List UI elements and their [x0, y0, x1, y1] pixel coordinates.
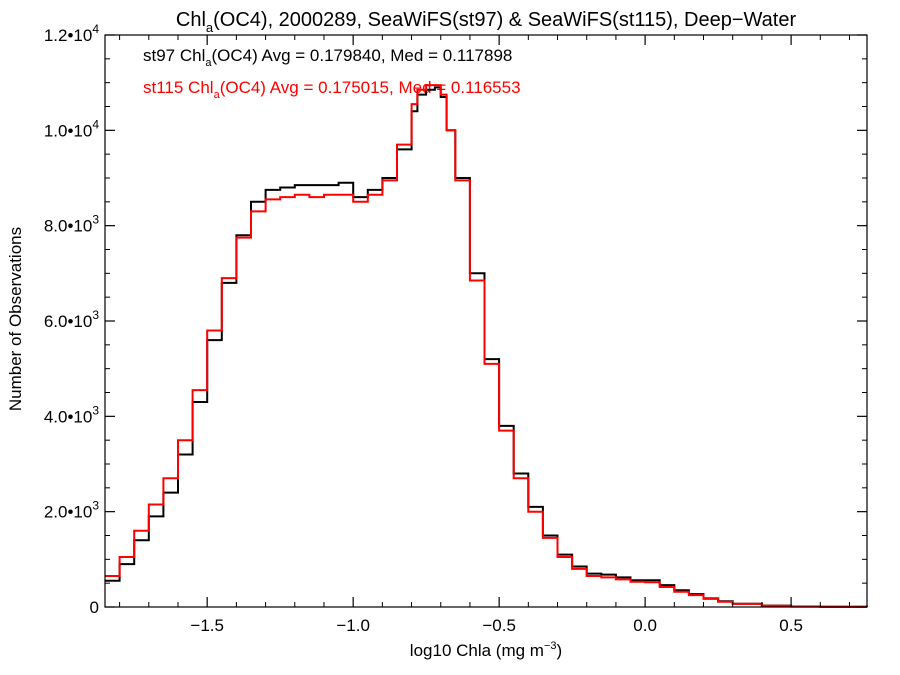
series-label-st115-post: (OC4) Avg = 0.175015, Med = 0.116553 [220, 78, 521, 97]
axis-layer: −1.5 −1.0 −0.5 0.0 0.5 0 2.0•103 4.0•103 6.0•103… [44, 22, 867, 635]
chart-title: Chla(OC4), 2000289, SeaWiFS(st97) & SeaW… [176, 9, 797, 35]
series-label-st97-pre: st97 Chl [143, 46, 205, 65]
x-tick-label: 0.0 [633, 616, 657, 635]
chart-title-pre: Chl [176, 9, 206, 31]
series-line-st97 [105, 86, 868, 608]
y-tick-label: 8.0•103 [44, 213, 100, 236]
x-axis-label-sup: −3 [544, 640, 557, 652]
series-label-st97: st97 Chla(OC4) Avg = 0.179840, Med = 0.1… [143, 46, 512, 69]
y-tick-label: 1.2•104 [44, 22, 100, 45]
x-tick-label: −1.0 [336, 616, 370, 635]
series-line-st115 [105, 84, 868, 608]
x-tick-label: −0.5 [482, 616, 516, 635]
x-axis-label-pre: log10 Chla (mg m [410, 641, 544, 660]
chart-title-sub: a [206, 20, 214, 35]
chart-title-post: (OC4), 2000289, SeaWiFS(st97) & SeaWiFS(… [213, 9, 796, 31]
series-layer [105, 84, 868, 608]
x-axis-label-post: ) [557, 641, 563, 660]
y-tick-label: 6.0•103 [44, 308, 100, 331]
series-label-st115-pre: st115 Chl [143, 78, 214, 97]
x-tick-label: −1.5 [190, 616, 224, 635]
x-tick-label: 0.5 [779, 616, 803, 635]
y-tick-label: 0 [90, 598, 99, 617]
plot-frame [104, 34, 868, 608]
series-label-st97-post: (OC4) Avg = 0.179840, Med = 0.117898 [212, 46, 513, 65]
x-axis-label: log10 Chla (mg m−3) [410, 640, 562, 660]
y-axis-label: Number of Observations [6, 227, 25, 411]
series-label-st115-sub: a [214, 89, 221, 101]
series-label-st115: st115 Chla(OC4) Avg = 0.175015, Med = 0.… [143, 78, 521, 101]
y-tick-label: 1.0•104 [44, 117, 100, 140]
y-tick-label: 2.0•103 [44, 499, 100, 522]
y-tick-label: 4.0•103 [44, 403, 100, 426]
series-label-st97-sub: a [205, 57, 212, 69]
